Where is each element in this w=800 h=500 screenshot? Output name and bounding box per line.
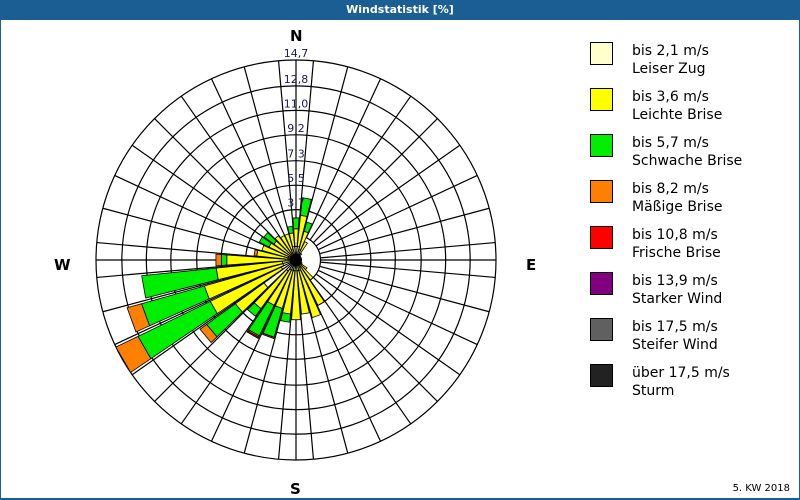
- legend-speed: bis 5,7 m/s: [632, 135, 709, 151]
- legend-label: Frische Brise: [632, 245, 721, 261]
- legend-swatch: [590, 134, 613, 157]
- legend-label: Schwache Brise: [632, 153, 743, 169]
- chart-title: Windstatistik [%]: [0, 0, 800, 20]
- legend-speed: bis 10,8 m/s: [632, 227, 718, 243]
- legend-speed: bis 3,6 m/s: [632, 89, 709, 105]
- north-label: N: [290, 27, 303, 45]
- legend-swatch: [590, 180, 613, 203]
- legend-swatch: [590, 364, 613, 387]
- svg-text:7,3: 7,3: [287, 148, 305, 161]
- legend-label: Mäßige Brise: [632, 199, 723, 215]
- legend-label: Leichte Brise: [632, 107, 723, 123]
- legend-swatch: [590, 88, 613, 111]
- legend-speed: bis 17,5 m/s: [632, 319, 718, 335]
- legend-speed: bis 8,2 m/s: [632, 181, 709, 197]
- east-label: E: [526, 256, 537, 274]
- legend-label: Sturm: [632, 383, 675, 399]
- south-label: S: [290, 480, 301, 498]
- legend-speed: bis 2,1 m/s: [632, 43, 709, 59]
- svg-text:12,8: 12,8: [284, 73, 309, 86]
- legend-swatch: [590, 42, 613, 65]
- svg-text:9,2: 9,2: [287, 122, 305, 135]
- legend-speed: bis 13,9 m/s: [632, 273, 718, 289]
- legend-label: Leiser Zug: [632, 61, 706, 77]
- week-label: 5. KW 2018: [732, 483, 790, 494]
- svg-text:14,7: 14,7: [284, 47, 309, 60]
- radial-tick-labels: 3,7 5,5 7,3 9,2 11,0 12,8 14,7: [284, 47, 309, 210]
- west-label: W: [54, 256, 71, 274]
- svg-text:11,0: 11,0: [284, 97, 309, 110]
- wind-bars: [115, 197, 325, 373]
- legend-label: Steifer Wind: [632, 337, 718, 353]
- legend-swatch: [590, 318, 613, 341]
- legend-speed: über 17,5 m/s: [632, 365, 730, 381]
- svg-text:3,7: 3,7: [287, 197, 305, 210]
- svg-text:5,5: 5,5: [287, 172, 305, 185]
- legend-swatch: [590, 226, 613, 249]
- legend-swatch: [590, 272, 613, 295]
- legend-label: Starker Wind: [632, 291, 723, 307]
- bottom-border: [0, 498, 800, 500]
